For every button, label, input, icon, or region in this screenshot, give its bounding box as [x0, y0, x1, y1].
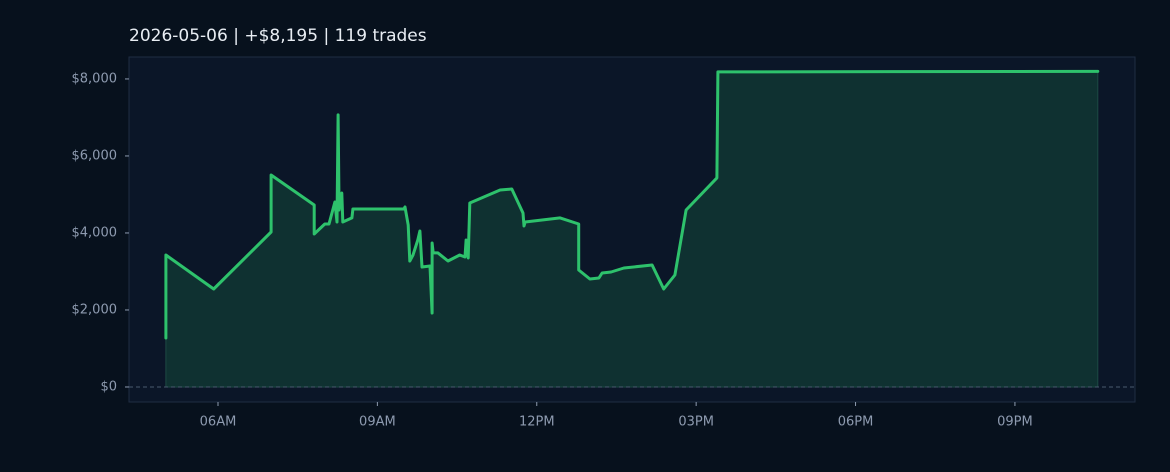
y-tick-label: $2,000 — [72, 302, 118, 317]
y-tick-label: $8,000 — [72, 71, 118, 86]
chart-title: 2026-05-06 | +$8,195 | 119 trades — [129, 26, 427, 46]
y-tick-label: $6,000 — [72, 148, 118, 163]
y-tick-label: $4,000 — [72, 225, 118, 240]
x-tick-label: 06PM — [838, 415, 874, 430]
x-tick-label: 06AM — [200, 415, 237, 430]
line — [164, 69, 1100, 340]
x-tick-label: 12PM — [519, 415, 555, 430]
y-tick-label: $0 — [100, 379, 117, 394]
x-tick-label: 09PM — [997, 415, 1033, 430]
x-tick-label: 03PM — [678, 415, 714, 430]
x-tick-label: 09AM — [359, 415, 396, 430]
